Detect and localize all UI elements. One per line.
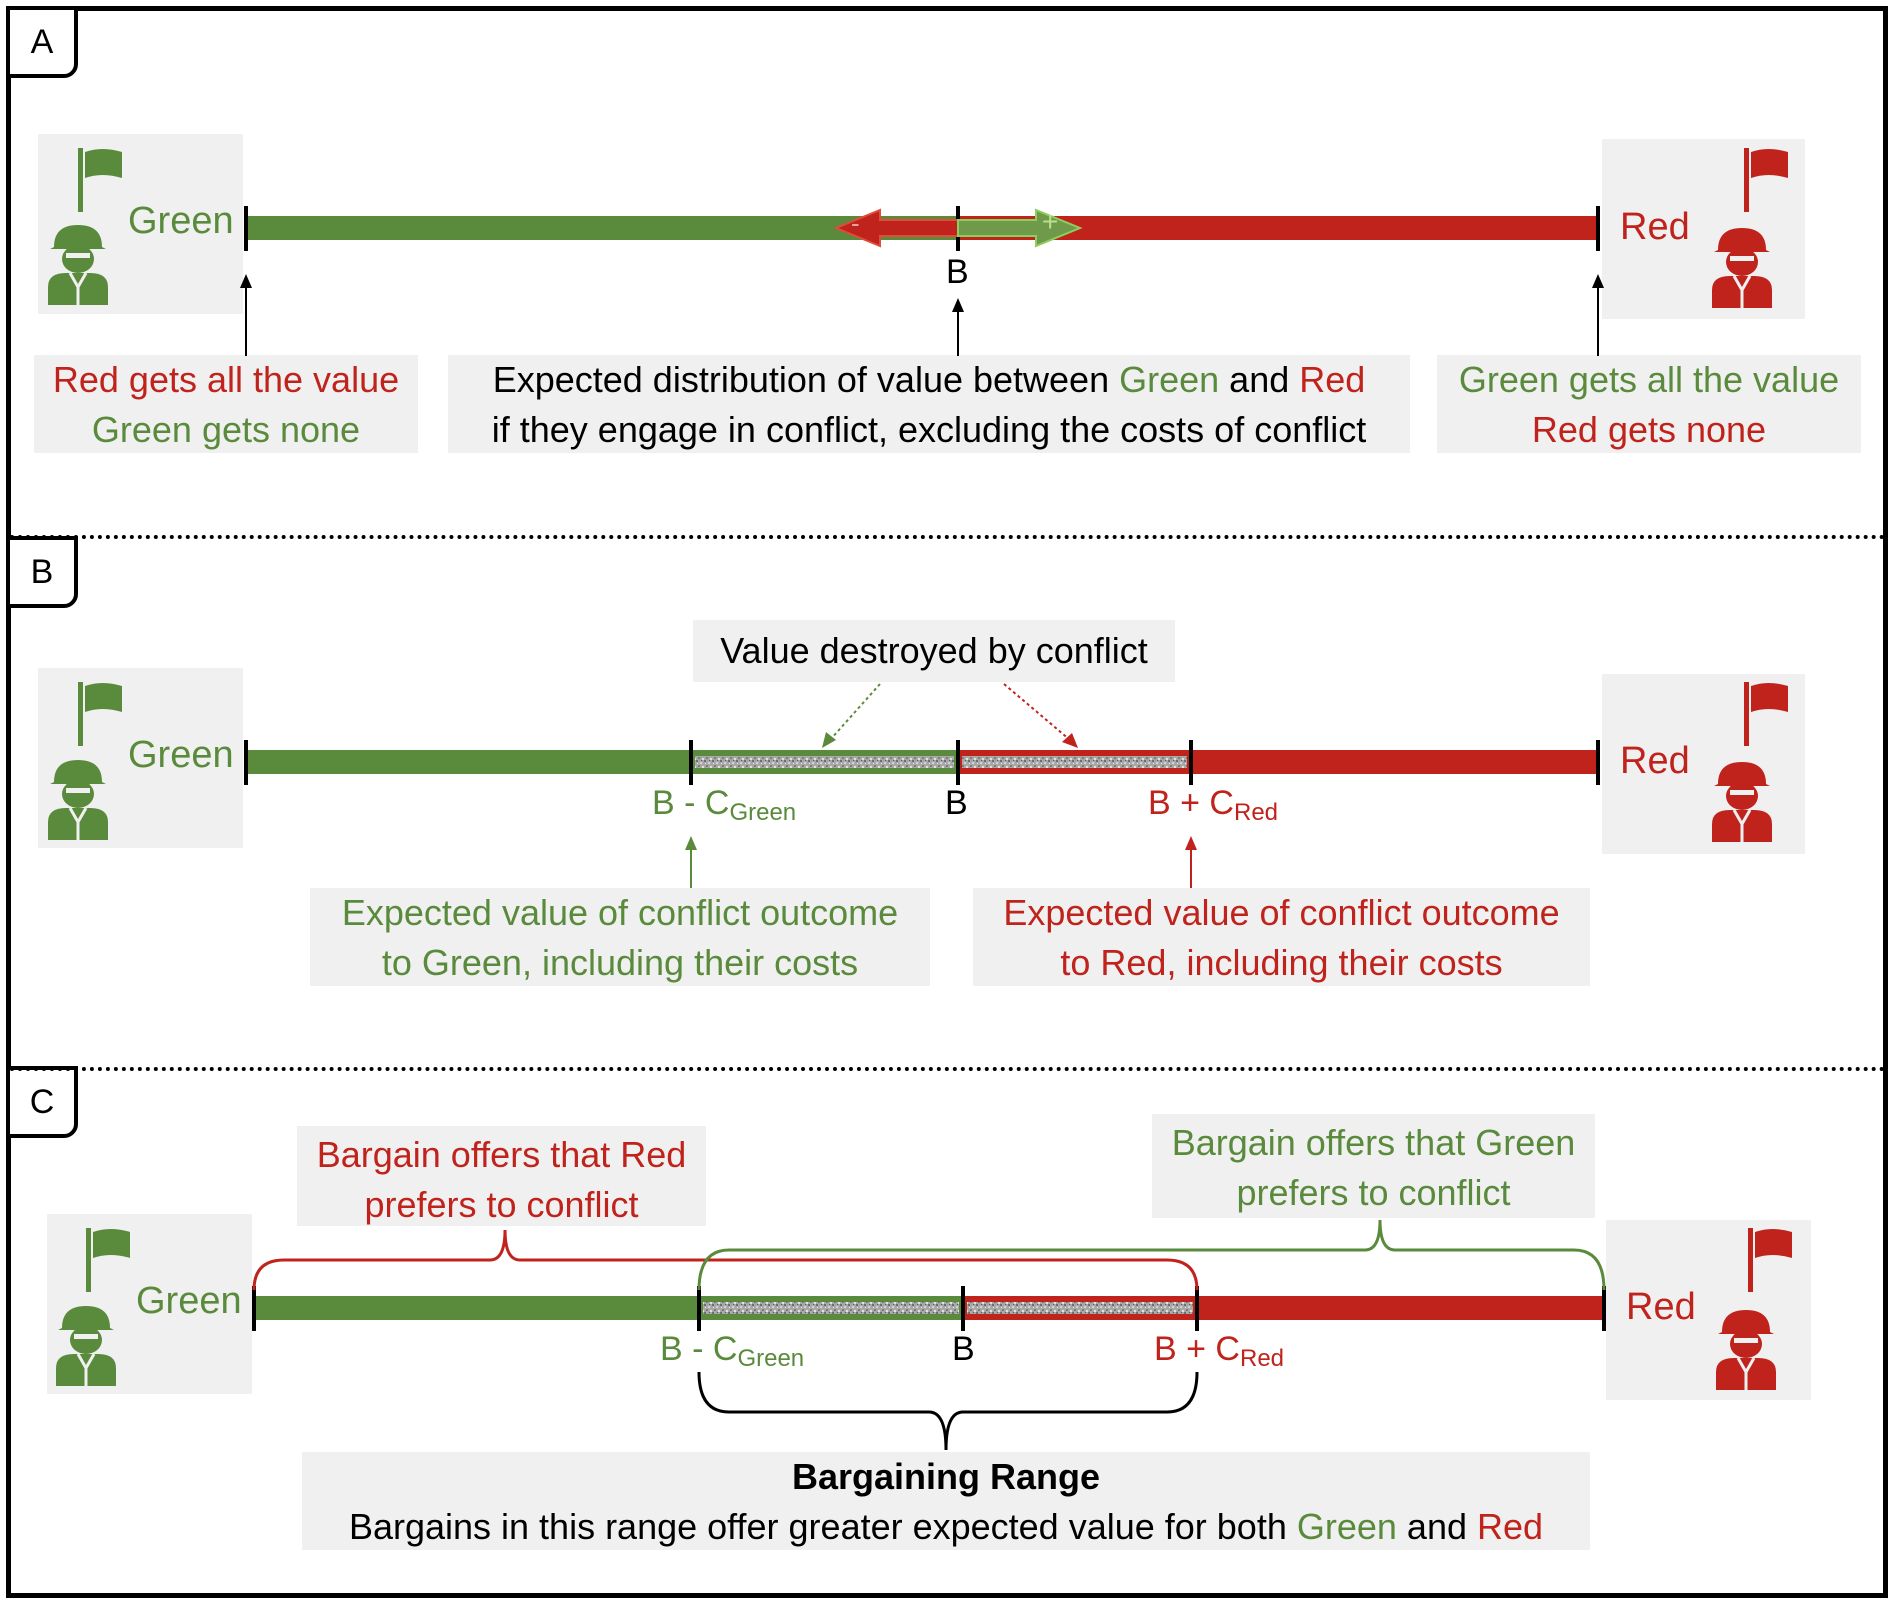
soldier-icon: [1714, 1308, 1778, 1392]
range-desc-and: and: [1396, 1506, 1477, 1547]
left-note-line1: Red gets all the value: [52, 359, 400, 400]
soldier-icon: [1710, 226, 1774, 310]
range-desc-green: Green: [1296, 1506, 1397, 1547]
right-note-a: Green gets all the value Red gets none: [1437, 355, 1861, 455]
divider-bc: [10, 1067, 1886, 1071]
b-marker-label: B: [946, 253, 969, 291]
note-box-green-offers: [1152, 1114, 1595, 1218]
note-box-left-a: [34, 355, 418, 453]
flag-icon: [1744, 682, 1788, 746]
center-note-red: Red: [1299, 359, 1366, 400]
right-note-line1: Green gets all the value: [1458, 359, 1840, 400]
b-plus-c-text: B + C: [1154, 1330, 1240, 1368]
green-outcome-line1: Expected value of conflict outcome: [341, 892, 899, 933]
divider-ab: [10, 535, 1886, 539]
flag-icon: [86, 1228, 130, 1292]
panel-b-tag: B: [6, 536, 78, 608]
center-note-green: Green: [1119, 359, 1220, 400]
b-plus-c-text: B + C: [1148, 784, 1234, 822]
left-note-line2: Green gets none: [91, 409, 361, 450]
panel-a-tag: A: [6, 6, 78, 78]
green-outcome-line2: to Green, including their costs: [381, 942, 859, 983]
note-box-right-a: [1437, 355, 1861, 453]
b-minus-c-green-label: B - CGreen: [660, 1330, 804, 1373]
center-note-text: Expected distribution of value between: [492, 359, 1120, 400]
b-minus-c-text: B - C: [652, 784, 730, 822]
left-note-a: Red gets all the value Green gets none: [34, 355, 418, 455]
green-player-label: Green: [136, 1280, 242, 1322]
red-outcome-note: Expected value of conflict outcome to Re…: [973, 888, 1590, 988]
flag-icon: [1748, 1228, 1792, 1292]
b-marker-label: B: [945, 784, 968, 822]
soldier-icon: [46, 223, 110, 307]
note-box-destroyed: [693, 620, 1175, 682]
red-player-label: Red: [1620, 206, 1690, 248]
b-minus-c-text: B - C: [660, 1330, 738, 1368]
note-box-red-b: [973, 888, 1590, 986]
green-outcome-note: Expected value of conflict outcome to Gr…: [310, 888, 930, 988]
value-destroyed-label: Value destroyed by conflict: [720, 630, 1148, 671]
note-box-range: [302, 1452, 1590, 1550]
b-plus-c-red-label: B + CRed: [1154, 1330, 1284, 1373]
center-note-line2: if they engage in conflict, excluding th…: [491, 409, 1367, 450]
c-green-subscript: Green: [729, 799, 797, 826]
flag-icon: [1744, 148, 1788, 212]
center-note-a: Expected distribution of value between G…: [448, 355, 1410, 455]
b-minus-c-green-label: B - CGreen: [652, 784, 796, 827]
red-outcome-line2: to Red, including their costs: [1060, 942, 1503, 983]
red-player-label: Red: [1626, 1286, 1696, 1328]
flag-icon: [78, 682, 122, 746]
green-offers-note: Bargain offers that Green prefers to con…: [1152, 1118, 1595, 1218]
soldier-icon: [1710, 760, 1774, 844]
c-green-subscript: Green: [737, 1345, 805, 1372]
soldier-icon: [46, 758, 110, 842]
range-desc-red: Red: [1477, 1506, 1544, 1547]
red-offers-note: Bargain offers that Red prefers to confl…: [297, 1130, 706, 1230]
red-player-label: Red: [1620, 740, 1690, 782]
note-box-green-b: [310, 888, 930, 986]
bargaining-range-desc: Bargains in this range offer greater exp…: [302, 1502, 1590, 1552]
bargaining-range-title: Bargaining Range: [791, 1456, 1101, 1497]
c-red-subscript: Red: [1233, 799, 1279, 826]
c-red-subscript: Red: [1239, 1345, 1285, 1372]
minus-sign: -: [851, 208, 860, 238]
soldier-icon: [54, 1304, 118, 1388]
red-offers-line2: prefers to conflict: [364, 1184, 639, 1225]
range-desc-text: Bargains in this range offer greater exp…: [348, 1506, 1297, 1547]
bargaining-range-note: Bargaining Range Bargains in this range …: [302, 1452, 1590, 1552]
note-box-center-a: [448, 355, 1410, 453]
green-player-label: Green: [128, 734, 234, 776]
center-note-line1: Expected distribution of value between G…: [448, 355, 1410, 405]
figure-frame: [6, 6, 1888, 1598]
red-offers-line1: Bargain offers that Red: [316, 1134, 687, 1175]
center-note-and: and: [1219, 359, 1300, 400]
b-marker-label: B: [952, 1330, 975, 1368]
green-player-label: Green: [128, 200, 234, 242]
green-offers-line2: prefers to conflict: [1236, 1172, 1511, 1213]
right-note-line2: Red gets none: [1531, 409, 1767, 450]
b-plus-c-red-label: B + CRed: [1148, 784, 1278, 827]
green-offers-line1: Bargain offers that Green: [1171, 1122, 1576, 1163]
red-outcome-line1: Expected value of conflict outcome: [1003, 892, 1560, 933]
flag-icon: [78, 148, 122, 212]
plus-sign: +: [1042, 206, 1059, 237]
note-box-red-offers: [297, 1126, 706, 1226]
